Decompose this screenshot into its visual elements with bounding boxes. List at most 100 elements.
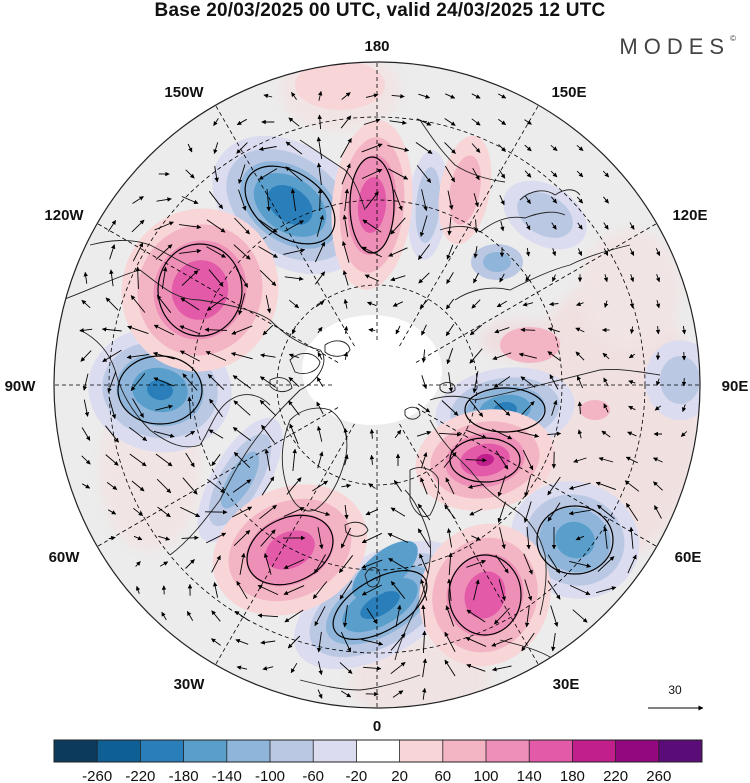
wind-vector xyxy=(207,374,225,390)
wind-vector xyxy=(629,526,634,549)
wind-vector xyxy=(629,222,635,230)
longitude-labels: 180 150E 120E 90E 60E 30E 0 30W 60W 90W … xyxy=(5,38,749,735)
wind-vector xyxy=(445,165,455,183)
wind-vector xyxy=(497,501,506,523)
wind-vector xyxy=(315,300,325,308)
wind-vector xyxy=(257,613,279,618)
wind-vector xyxy=(525,221,531,231)
wind-vector xyxy=(525,196,531,205)
wind-vector xyxy=(498,118,507,126)
wind-vector xyxy=(390,661,406,675)
wind-vector xyxy=(518,352,537,359)
wind-vector xyxy=(340,631,352,653)
meridian-line xyxy=(415,407,657,547)
wind-vector xyxy=(182,373,198,391)
wind-vector xyxy=(238,293,246,316)
high-center xyxy=(295,62,385,110)
wind-vector xyxy=(292,448,297,471)
wind-vector xyxy=(390,507,406,517)
wind-vector xyxy=(156,294,172,313)
lon-label-30e: 30E xyxy=(553,676,580,693)
wind-vector xyxy=(549,374,559,390)
low-center xyxy=(197,417,283,543)
wind-vector xyxy=(390,633,406,651)
wind-vector xyxy=(260,640,276,645)
colorbar-swatch xyxy=(356,740,400,762)
wind-vector xyxy=(569,560,592,568)
wind-vector xyxy=(153,430,175,438)
brand-name: MODES xyxy=(619,34,731,59)
wind-vector xyxy=(656,378,661,386)
wind-vector xyxy=(287,635,301,649)
wind-vector xyxy=(159,561,169,567)
wind-vector xyxy=(415,142,433,154)
wind-vector xyxy=(525,274,531,282)
wind-vector xyxy=(421,324,427,336)
colorbar-tick-label: 220 xyxy=(603,768,628,783)
wind-vector xyxy=(230,352,253,360)
lon-label-120e: 120E xyxy=(672,207,707,224)
wind-vector xyxy=(524,605,530,628)
wind-vector xyxy=(471,535,482,541)
wind-vector xyxy=(551,399,558,416)
modes-logo: MODES© xyxy=(619,34,736,60)
wind-vector xyxy=(316,214,324,237)
wind-vector xyxy=(289,423,299,445)
wind-vector xyxy=(417,403,431,413)
wind-vector xyxy=(213,581,219,598)
wind-vector xyxy=(575,535,585,541)
wind-vector xyxy=(157,506,171,518)
wind-vector xyxy=(340,115,352,129)
colorbar-swatch xyxy=(399,740,444,762)
wind-vector xyxy=(257,584,279,596)
colorbar-tick-label: -60 xyxy=(302,768,324,783)
low-center xyxy=(294,540,466,670)
wind-vector xyxy=(421,604,426,628)
low-center xyxy=(407,150,449,260)
wind-vector xyxy=(364,274,380,282)
wind-vector xyxy=(158,535,171,541)
contour xyxy=(117,355,203,425)
wind-vector xyxy=(441,400,459,416)
wind-vector xyxy=(205,351,227,361)
wind-vector xyxy=(446,348,454,365)
wind-vector xyxy=(438,432,462,437)
wind-vector xyxy=(211,555,221,573)
lon-label-90w: 90W xyxy=(5,378,37,395)
wind-vector xyxy=(497,93,507,99)
wind-vector xyxy=(314,606,326,627)
colorbar-tick-label: 140 xyxy=(517,768,542,783)
wind-vector xyxy=(261,476,275,496)
wind-vector xyxy=(524,144,532,152)
wind-vector xyxy=(317,326,323,334)
wind-vector xyxy=(422,658,428,678)
wind-vector xyxy=(259,269,277,287)
wind-vector xyxy=(187,143,193,153)
wind-vector xyxy=(547,476,561,496)
wind-vector xyxy=(341,240,350,263)
wind-vector xyxy=(213,142,219,155)
wind-vector xyxy=(130,373,146,391)
low-center xyxy=(503,180,587,250)
wind-vector xyxy=(181,196,199,204)
colorbar-tick-label: -260 xyxy=(82,768,112,783)
wind-vector xyxy=(552,274,557,282)
colorbar-swatch xyxy=(615,740,660,762)
high-center xyxy=(419,523,551,667)
wind-vector xyxy=(577,401,583,415)
low-center xyxy=(471,244,523,280)
wind-vector xyxy=(126,353,149,360)
lon-label-180: 180 xyxy=(364,38,389,55)
colorbar-swatch xyxy=(313,740,357,762)
meridians xyxy=(54,62,700,708)
wind-vector xyxy=(421,349,427,363)
wind-vector xyxy=(416,118,432,126)
wind-vector xyxy=(394,429,402,439)
wind-vector xyxy=(283,585,305,595)
wind-vector xyxy=(135,266,140,290)
wind-vector xyxy=(105,454,119,466)
wind-vector xyxy=(153,377,175,387)
wind-vector xyxy=(368,327,376,333)
meridian-line xyxy=(399,105,539,347)
wind-vector xyxy=(577,248,583,257)
